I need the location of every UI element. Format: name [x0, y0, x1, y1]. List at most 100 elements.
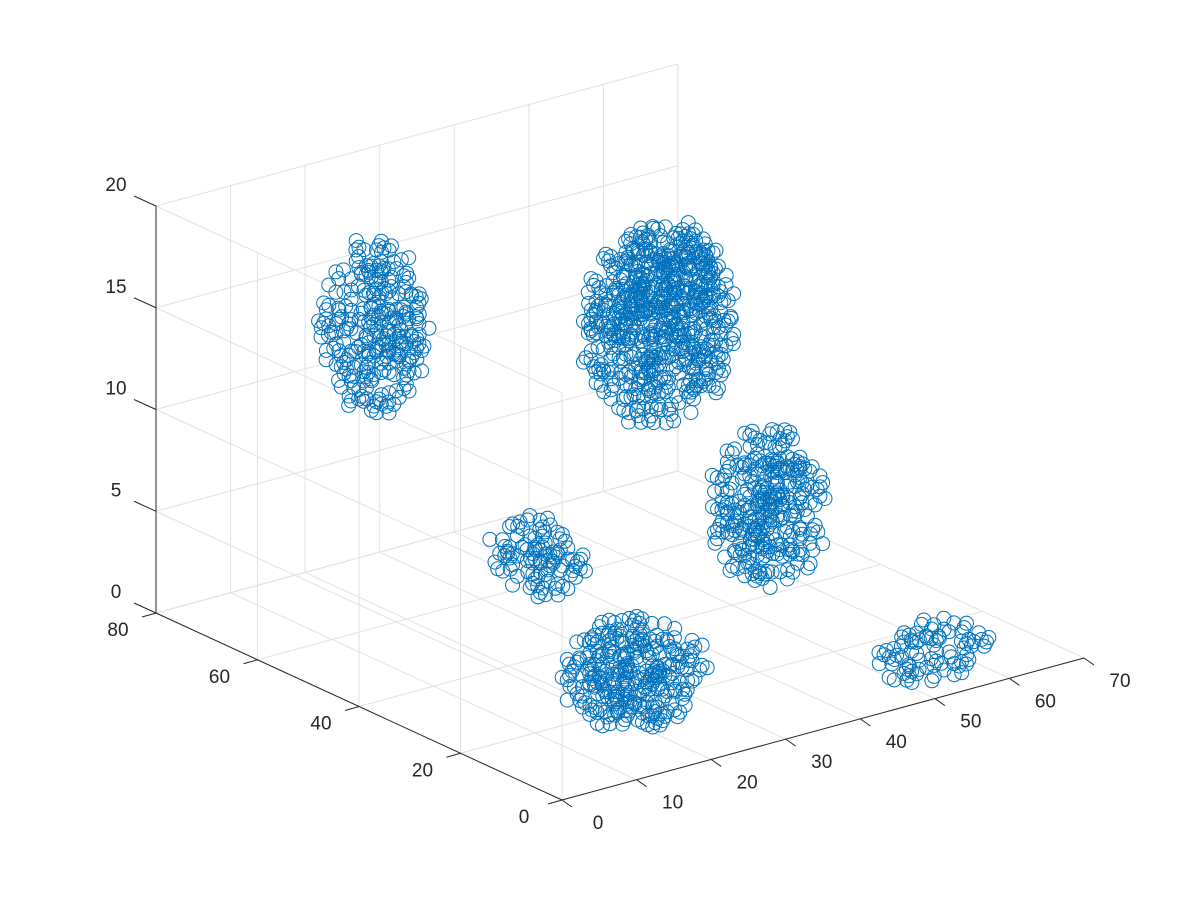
data-point [677, 278, 693, 294]
data-point [633, 290, 648, 306]
data-point [713, 304, 728, 320]
data-point [971, 625, 987, 641]
data-point [632, 279, 648, 295]
data-point [736, 455, 752, 471]
x-tick-mark [636, 779, 647, 788]
data-point [926, 668, 942, 684]
data-point [608, 281, 624, 296]
data-point [622, 306, 638, 322]
data-point [542, 547, 558, 563]
data-point [380, 322, 396, 338]
data-point [647, 704, 663, 720]
data-point [680, 326, 696, 342]
data-point [351, 391, 367, 407]
data-point [722, 563, 738, 578]
data-point [645, 219, 661, 235]
data-point [380, 302, 396, 317]
data-point [764, 472, 780, 487]
data-point [707, 524, 723, 540]
data-point [946, 615, 962, 631]
data-point [311, 313, 327, 329]
data-point [764, 564, 780, 580]
y-tick-mark [344, 706, 360, 711]
data-point [779, 571, 795, 587]
data-point [396, 381, 412, 397]
data-point [774, 497, 790, 513]
data-point [613, 353, 628, 369]
y-tick-label: 0 [519, 807, 530, 828]
data-point [522, 580, 538, 596]
data-point [350, 339, 366, 355]
data-point [779, 519, 795, 535]
data-point [530, 589, 546, 605]
points-layer [311, 215, 997, 735]
data-point [744, 423, 760, 439]
data-point [667, 702, 683, 718]
axis-layer [133, 195, 1095, 808]
data-point [650, 262, 666, 278]
data-point [640, 361, 656, 376]
data-point [614, 663, 630, 678]
data-point [901, 657, 917, 673]
data-point [381, 394, 397, 410]
data-point [953, 654, 969, 670]
y-tick-mark [446, 752, 461, 758]
x-tick-mark [710, 759, 722, 767]
data-point [658, 415, 674, 431]
data-point [655, 345, 671, 361]
data-point [675, 344, 691, 360]
data-point [350, 278, 366, 294]
data-point [707, 483, 723, 499]
z-tick-label: 20 [105, 175, 126, 196]
data-point [705, 499, 720, 515]
data-point [794, 475, 810, 490]
data-point [896, 634, 912, 650]
data-point [916, 612, 932, 628]
x-tick-label: 50 [960, 712, 981, 733]
data-point [343, 393, 359, 409]
data-point [621, 414, 637, 430]
x-tick-mark [561, 799, 573, 808]
data-point [502, 519, 518, 535]
data-point [591, 669, 607, 685]
data-point [762, 426, 778, 442]
data-point [619, 696, 635, 712]
grid-line-side-z [155, 307, 563, 496]
data-point [626, 633, 642, 649]
data-point [683, 405, 699, 420]
y-tick-label: 80 [107, 620, 128, 641]
data-point [757, 548, 773, 563]
data-point [736, 516, 752, 532]
data-point [918, 628, 934, 644]
data-point [639, 663, 655, 679]
data-point [729, 457, 745, 473]
grid-line-back-z [155, 165, 679, 309]
data-point [645, 280, 661, 296]
data-point [722, 459, 737, 475]
data-point [790, 555, 805, 571]
data-point [527, 571, 543, 587]
data-point [881, 670, 897, 685]
data-point [871, 656, 887, 672]
z-tick-label: 0 [111, 582, 122, 603]
data-point [643, 388, 659, 404]
data-point [645, 302, 661, 318]
data-point [695, 261, 711, 277]
data-point [943, 649, 959, 665]
data-point [663, 397, 679, 413]
data-point [800, 560, 816, 576]
grid-line-side-z [155, 409, 563, 597]
data-point [764, 512, 780, 528]
data-point [566, 679, 582, 695]
data-point [613, 252, 628, 267]
data-point [371, 238, 387, 254]
data-point [764, 422, 780, 438]
data-point [635, 297, 651, 313]
data-point [550, 576, 566, 592]
data-point [739, 482, 755, 498]
data-point [734, 500, 750, 516]
data-point [727, 441, 742, 457]
data-point [779, 479, 795, 494]
data-point [789, 504, 805, 520]
data-point [744, 453, 760, 469]
